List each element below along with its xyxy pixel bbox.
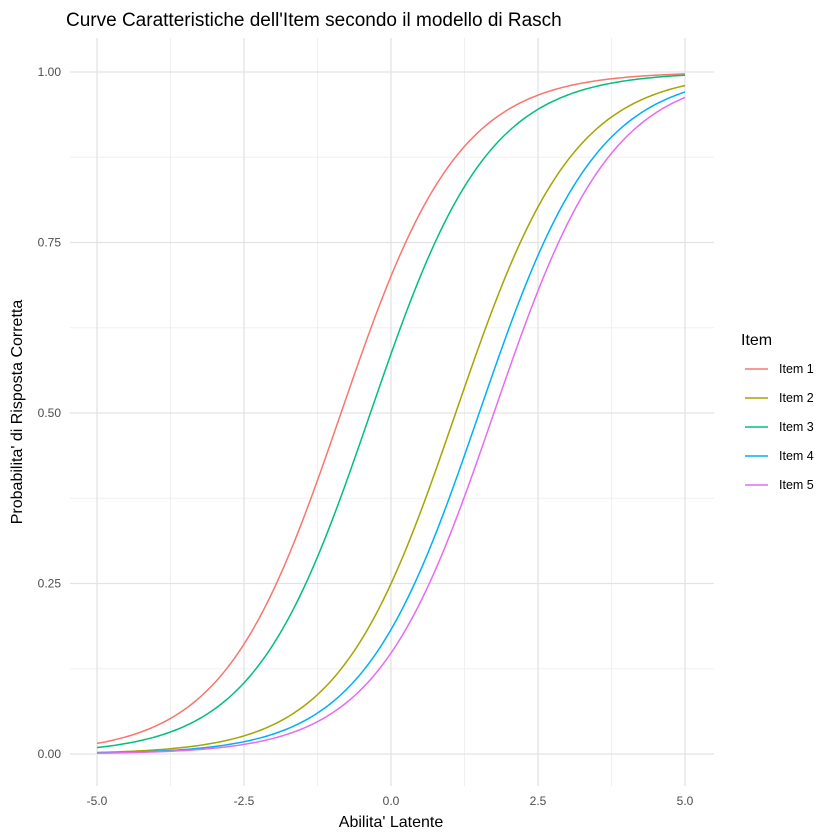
legend-label: Item 2: [779, 391, 814, 405]
x-tick-label: 5.0: [677, 794, 694, 808]
x-tick-label: -2.5: [234, 794, 255, 808]
legend: Item Item 1 Item 2 Item 3 Item 4 Item 5: [741, 332, 814, 492]
y-tick-label: 0.50: [38, 406, 62, 420]
y-tick-label: 1.00: [38, 65, 62, 79]
legend-label: Item 5: [779, 478, 814, 492]
chart-title: Curve Caratteristiche dell'Item secondo …: [66, 10, 562, 31]
x-tick-label: 0.0: [383, 794, 400, 808]
y-tick-label: 0.00: [38, 747, 62, 761]
y-tick-label: 0.25: [38, 577, 62, 591]
series-line-item-2: [96, 84, 686, 754]
x-axis-title: Abilita' Latente: [339, 814, 444, 831]
legend-label: Item 4: [779, 449, 814, 463]
x-tick-label: -5.0: [87, 794, 108, 808]
y-axis-ticks: 0.00 0.25 0.50 0.75 1.00: [38, 65, 62, 761]
y-tick-label: 0.75: [38, 236, 62, 250]
series-line-item-1: [96, 73, 686, 745]
legend-label: Item 3: [779, 420, 814, 434]
legend-title: Item: [741, 332, 772, 349]
series-line-item-4: [96, 91, 686, 754]
grid: [70, 38, 714, 786]
series-line-item-5: [96, 96, 686, 754]
x-axis-ticks: -5.0 -2.5 0.0 2.5 5.0: [87, 794, 694, 808]
y-axis-title: Probabilita' di Risposta Corretta: [9, 300, 26, 525]
series-line-item-3: [96, 74, 686, 749]
x-tick-label: 2.5: [530, 794, 547, 808]
legend-label: Item 1: [779, 362, 814, 376]
series-lines: [96, 73, 686, 754]
